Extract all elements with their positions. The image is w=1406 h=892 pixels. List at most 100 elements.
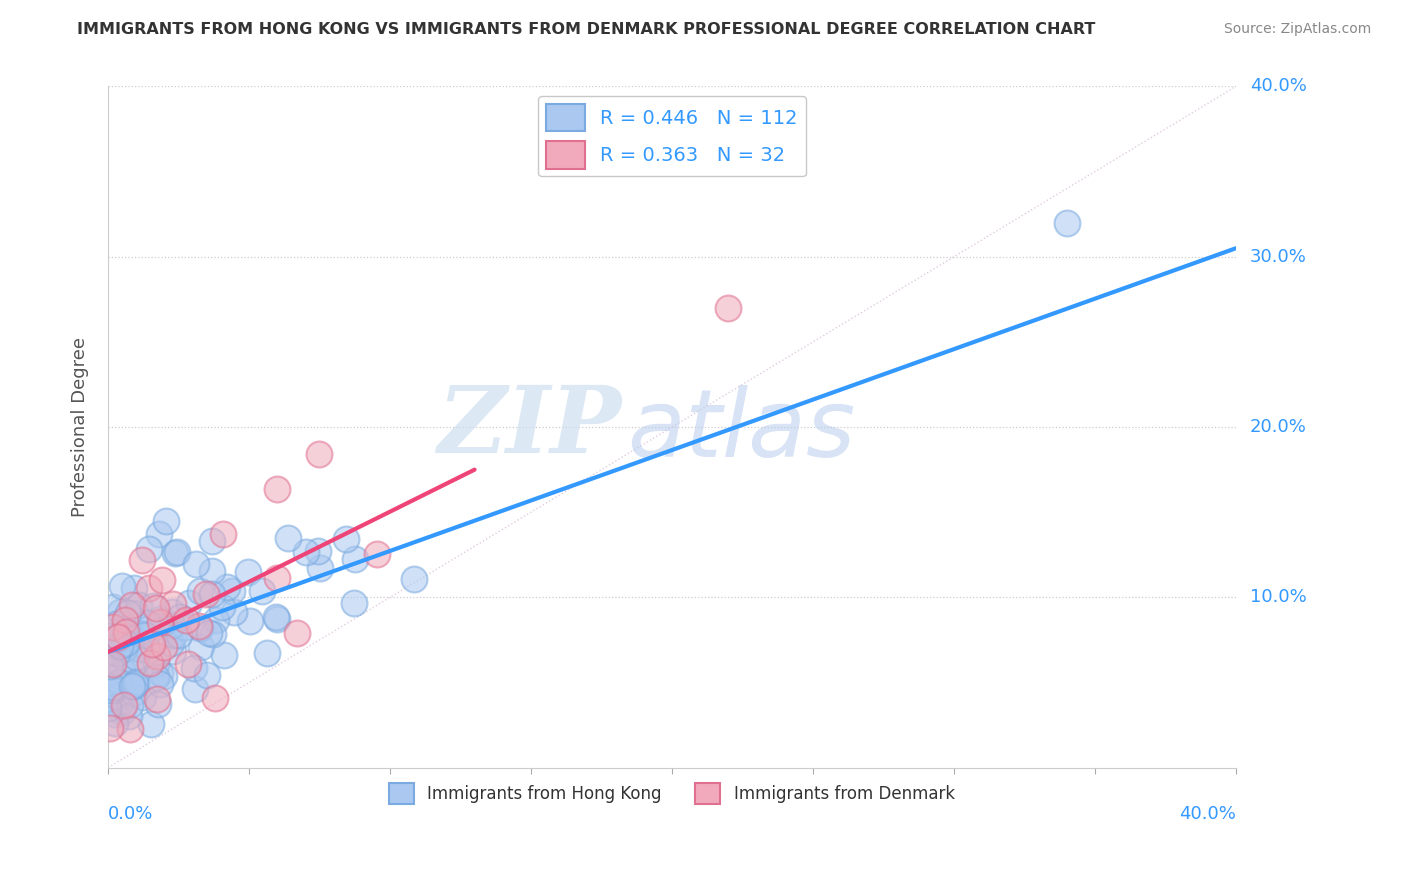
Point — [221, 583, 243, 598]
Point — [104, 707, 127, 722]
Point — [122, 679, 145, 693]
Point — [266, 571, 288, 585]
Text: 20.0%: 20.0% — [1250, 418, 1306, 436]
Point — [125, 675, 148, 690]
Point — [187, 619, 209, 633]
Point — [98, 658, 121, 673]
Point — [124, 686, 146, 700]
Point — [131, 690, 153, 705]
Point — [343, 551, 366, 566]
Point — [183, 661, 205, 675]
Point — [134, 628, 156, 642]
Point — [112, 698, 135, 713]
Point — [169, 628, 191, 642]
Point — [146, 691, 169, 706]
Point — [222, 605, 245, 619]
Point — [139, 716, 162, 731]
Point — [103, 635, 125, 649]
Point — [149, 611, 172, 625]
Point — [141, 637, 163, 651]
Point — [111, 706, 134, 720]
Point — [112, 641, 135, 656]
Point — [335, 533, 357, 547]
Point — [97, 700, 120, 714]
Text: 10.0%: 10.0% — [1250, 589, 1306, 607]
Point — [120, 698, 142, 713]
Point — [145, 669, 167, 683]
Point — [285, 626, 308, 640]
Point — [107, 639, 129, 653]
Point — [146, 649, 169, 664]
Point — [101, 681, 124, 695]
Point — [238, 566, 260, 580]
Y-axis label: Professional Degree: Professional Degree — [72, 337, 89, 517]
Point — [217, 580, 239, 594]
Point — [108, 641, 131, 656]
Point — [204, 690, 226, 705]
Point — [110, 695, 132, 709]
Point — [1056, 216, 1078, 230]
Point — [343, 596, 366, 610]
Point — [118, 722, 141, 736]
Point — [103, 632, 125, 646]
Point — [205, 613, 228, 627]
Point — [201, 587, 224, 601]
Point — [160, 617, 183, 632]
Point — [163, 628, 186, 642]
Point — [717, 301, 740, 315]
Point — [202, 626, 225, 640]
Point — [105, 689, 128, 703]
Point — [121, 679, 143, 693]
Point — [98, 629, 121, 643]
Point — [105, 646, 128, 660]
Point — [149, 615, 172, 630]
Point — [121, 598, 143, 612]
Point — [121, 631, 143, 645]
Point — [103, 716, 125, 731]
Point — [194, 587, 217, 601]
Point — [138, 542, 160, 557]
Point — [266, 482, 288, 496]
Point — [128, 626, 150, 640]
Point — [107, 630, 129, 644]
Point — [155, 514, 177, 528]
Point — [162, 606, 184, 620]
Point — [294, 545, 316, 559]
Point — [188, 621, 211, 635]
Point — [115, 636, 138, 650]
Point — [149, 665, 172, 680]
Point — [198, 625, 221, 640]
Point — [115, 624, 138, 639]
Point — [177, 657, 200, 672]
Point — [138, 581, 160, 595]
Point — [120, 631, 142, 645]
Point — [195, 668, 218, 682]
Point — [125, 650, 148, 665]
Point — [149, 677, 172, 691]
Point — [100, 636, 122, 650]
Point — [108, 605, 131, 619]
Point — [179, 596, 201, 610]
Point — [277, 531, 299, 545]
Text: atlas: atlas — [627, 385, 855, 476]
Point — [256, 646, 278, 660]
Point — [152, 669, 174, 683]
Point — [214, 648, 236, 662]
Point — [101, 599, 124, 614]
Point — [266, 612, 288, 626]
Point — [188, 584, 211, 599]
Point — [121, 624, 143, 639]
Point — [366, 547, 388, 561]
Point — [118, 708, 141, 723]
Point — [114, 654, 136, 668]
Point — [114, 613, 136, 627]
Point — [112, 637, 135, 651]
Point — [100, 638, 122, 652]
Point — [142, 599, 165, 613]
Point — [131, 553, 153, 567]
Point — [124, 676, 146, 690]
Point — [101, 678, 124, 692]
Point — [122, 581, 145, 595]
Point — [129, 641, 152, 656]
Point — [250, 583, 273, 598]
